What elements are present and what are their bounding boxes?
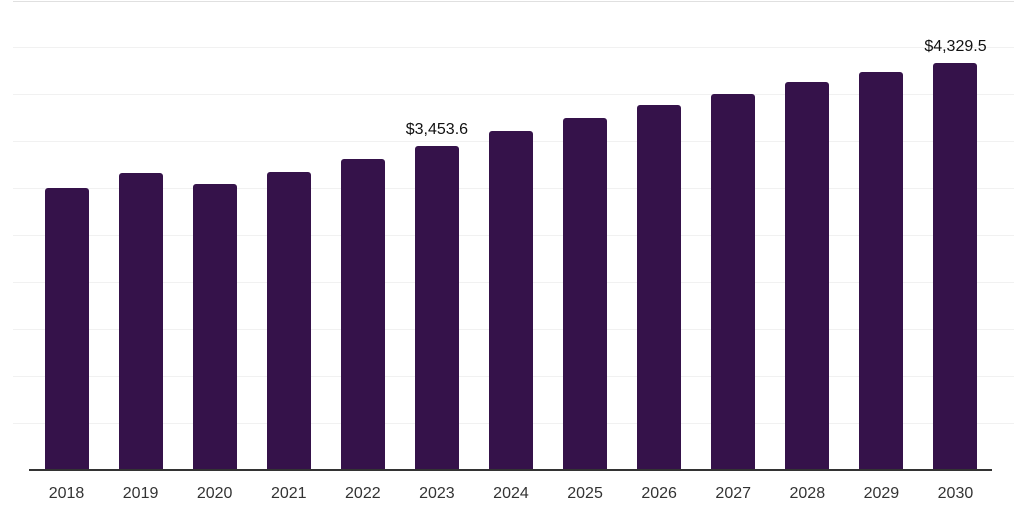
bar-2021 — [266, 172, 311, 470]
bar-2020 — [192, 184, 237, 470]
x-tick-label: 2029 — [863, 485, 900, 502]
bar-2024 — [488, 131, 533, 470]
x-tick-label: 2024 — [493, 485, 529, 502]
gridline — [13, 1, 1014, 2]
bar-2025 — [563, 118, 608, 470]
data-label-2023: $3,453.6 — [405, 120, 469, 138]
x-tick-label: 2021 — [270, 485, 307, 502]
bar-2018 — [44, 188, 89, 470]
x-axis-line — [29, 469, 992, 471]
data-label-2030: $4,329.5 — [924, 38, 987, 56]
x-tick-label: 2025 — [567, 485, 603, 502]
bar-2030 — [933, 63, 978, 470]
bar-2029 — [859, 72, 904, 470]
bar-2019 — [118, 173, 163, 470]
bar-2026 — [637, 105, 682, 470]
x-tick-label: 2026 — [641, 485, 677, 502]
x-tick-label: 2023 — [419, 485, 455, 502]
x-tick-label: 2018 — [48, 485, 85, 502]
gridline — [13, 94, 1014, 95]
x-tick-label: 2022 — [345, 485, 381, 502]
bar-2028 — [785, 81, 830, 470]
x-tick-label: 2030 — [937, 485, 974, 502]
x-tick-label: 2028 — [789, 485, 826, 502]
x-tick-label: 2019 — [122, 485, 159, 502]
gridline — [13, 47, 1014, 48]
bar-2022 — [340, 159, 385, 470]
bar-2023 — [414, 145, 459, 470]
x-tick-label: 2020 — [196, 485, 233, 502]
x-tick-label: 2027 — [715, 485, 752, 502]
bar-2027 — [711, 93, 756, 470]
